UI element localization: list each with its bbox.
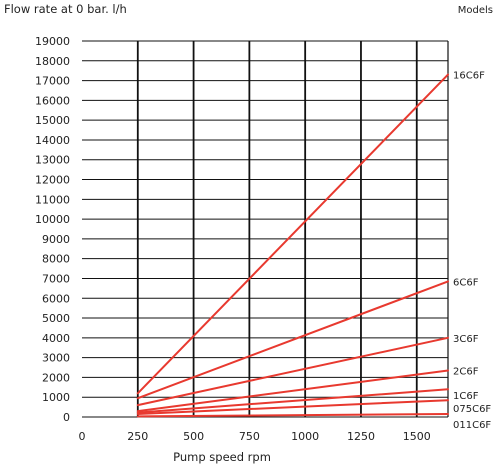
y-tick-label: 15000 bbox=[35, 114, 70, 127]
y-tick-label: 10000 bbox=[35, 213, 70, 226]
series-line bbox=[136, 280, 449, 400]
series-label: 2C6F bbox=[453, 366, 479, 377]
y-tick-label: 19000 bbox=[35, 35, 70, 48]
y-tick-label: 4000 bbox=[42, 332, 70, 345]
series-label: 011C6F bbox=[453, 420, 491, 431]
series-line bbox=[136, 399, 449, 415]
x-tick-label: 1250 bbox=[347, 430, 375, 443]
x-tick-label: 0 bbox=[79, 430, 86, 443]
y-tick-label: 16000 bbox=[35, 94, 70, 107]
y-tick-label: 2000 bbox=[42, 371, 70, 384]
y-tick-label: 17000 bbox=[35, 75, 70, 88]
x-axis-title: Pump speed rpm bbox=[173, 450, 271, 464]
y-tick-label: 8000 bbox=[42, 253, 70, 266]
series-line bbox=[136, 388, 449, 414]
series-label: 1C6F bbox=[453, 391, 479, 402]
series-line bbox=[136, 369, 449, 413]
series-label: 16C6F bbox=[453, 71, 485, 82]
y-tick-label: 14000 bbox=[35, 134, 70, 147]
series-label: 075C6F bbox=[453, 404, 491, 415]
series-line bbox=[136, 73, 449, 395]
series-lines bbox=[136, 73, 449, 418]
y-tick-label: 7000 bbox=[42, 272, 70, 285]
y-tick-label: 0 bbox=[63, 411, 70, 424]
y-axis-title: Flow rate at 0 bar. l/h bbox=[4, 2, 127, 16]
x-tick-label: 1500 bbox=[403, 430, 431, 443]
x-tick-label: 500 bbox=[183, 430, 204, 443]
y-tick-label: 9000 bbox=[42, 233, 70, 246]
y-tick-label: 13000 bbox=[35, 154, 70, 167]
y-tick-label: 3000 bbox=[42, 352, 70, 365]
series-labels: 16C6F 6C6F 3C6F 2C6F 1C6F 075C6F 011C6F bbox=[453, 71, 491, 431]
series-line bbox=[136, 336, 449, 407]
y-tick-label: 6000 bbox=[42, 292, 70, 305]
x-tick-label: 1000 bbox=[291, 430, 319, 443]
x-tick-label: 250 bbox=[127, 430, 148, 443]
y-axis-ticks: 0 1000 2000 3000 4000 5000 6000 7000 8000 9000 100… bbox=[35, 35, 70, 424]
y-tick-label: 1000 bbox=[42, 391, 70, 404]
series-label: 6C6F bbox=[453, 277, 479, 288]
x-axis-ticks: 0 250 500 750 1000 1250 1500 bbox=[79, 430, 431, 443]
series-line bbox=[136, 413, 449, 418]
y-tick-label: 5000 bbox=[42, 312, 70, 325]
legend-title: Models bbox=[458, 5, 493, 16]
grid bbox=[82, 40, 449, 418]
y-tick-label: 11000 bbox=[35, 193, 70, 206]
x-tick-label: 750 bbox=[239, 430, 260, 443]
y-tick-label: 18000 bbox=[35, 55, 70, 68]
series-label: 3C6F bbox=[453, 334, 479, 345]
y-tick-label: 12000 bbox=[35, 174, 70, 187]
